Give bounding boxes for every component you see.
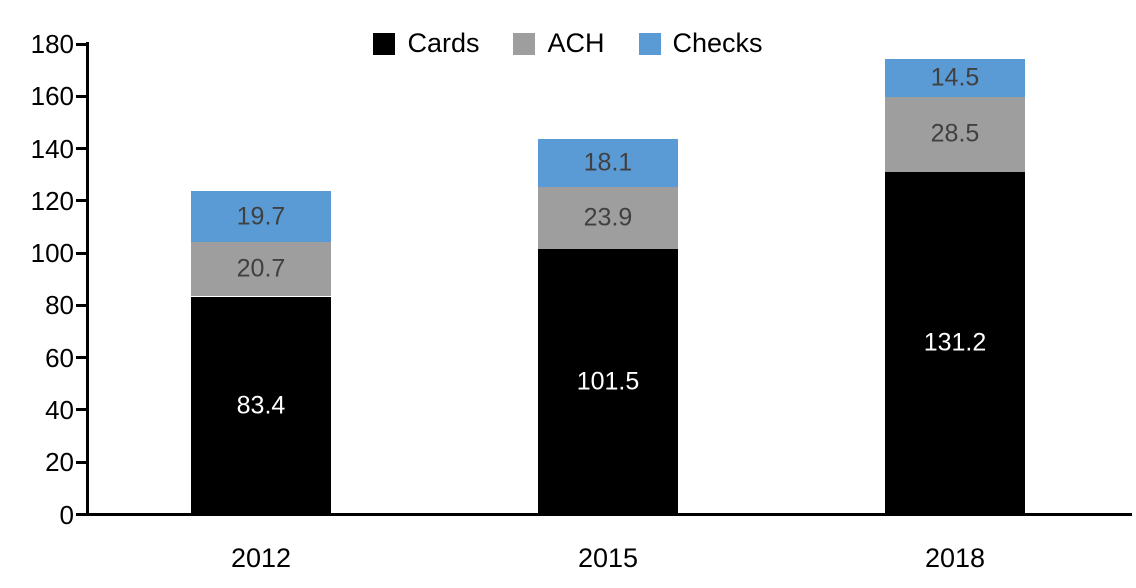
segment-value-label: 23.9	[583, 203, 633, 232]
y-axis-tick-label: 100	[30, 238, 74, 269]
bar-segment-checks-2018[interactable]	[885, 59, 1025, 98]
y-axis-line	[86, 42, 89, 516]
x-axis-category-label: 2015	[577, 543, 639, 573]
legend-swatch-icon	[373, 32, 396, 55]
legend-label: ACH	[547, 28, 605, 58]
bar-segment-checks-2015[interactable]	[538, 139, 678, 187]
segment-value-label: 20.7	[236, 254, 286, 283]
y-axis-tick-label: 40	[45, 394, 74, 425]
y-axis-tick-label: 160	[30, 81, 74, 112]
y-axis-tick-label: 80	[45, 290, 74, 321]
segment-value-label: 101.5	[576, 367, 640, 396]
y-axis-tick	[76, 513, 86, 516]
y-axis-tick	[76, 408, 86, 412]
chart-legend: Cards ACH Checks	[0, 30, 1136, 57]
bar-segment-ach-2018[interactable]	[885, 97, 1025, 172]
y-axis-tick-label: 20	[45, 447, 74, 478]
y-axis-tick	[76, 199, 86, 203]
legend-label: Cards	[407, 28, 480, 58]
segment-value-label: 14.5	[930, 63, 980, 92]
x-axis-category-label: 2018	[924, 543, 986, 573]
bar-segment-ach-2015[interactable]	[538, 186, 678, 250]
legend-swatch-icon	[513, 32, 536, 55]
y-axis-tick	[76, 147, 86, 151]
legend-item-checks[interactable]: Checks	[638, 28, 763, 58]
legend-item-ach[interactable]: ACH	[513, 28, 605, 58]
bar-segment-cards-2018[interactable]	[885, 171, 1025, 515]
x-axis-line	[86, 513, 1132, 516]
y-axis-tick-label: 120	[30, 185, 74, 216]
y-axis-tick	[76, 356, 86, 360]
legend-swatch-icon	[638, 32, 661, 55]
y-axis-tick	[76, 303, 86, 307]
segment-value-label: 83.4	[236, 391, 286, 419]
y-axis-tick	[76, 460, 86, 464]
bar-segment-cards-2012[interactable]	[191, 296, 331, 515]
legend-item-cards[interactable]: Cards	[373, 30, 479, 57]
x-axis-category-label: 2012	[230, 543, 292, 573]
bar-segment-cards-2015[interactable]	[538, 249, 678, 515]
y-axis-tick-label: 140	[30, 133, 74, 164]
segment-value-label: 131.2	[923, 328, 987, 357]
y-axis-tick	[76, 251, 86, 255]
y-axis-tick-label: 180	[30, 29, 74, 59]
y-axis-tick	[76, 42, 86, 46]
y-axis-tick-label: 0	[59, 499, 74, 530]
segment-value-label: 18.1	[583, 148, 633, 177]
segment-value-label: 19.7	[236, 202, 286, 231]
segment-value-label: 28.5	[930, 119, 980, 148]
bar-segment-ach-2012[interactable]	[191, 242, 331, 297]
y-axis-tick-label: 60	[45, 342, 74, 373]
y-axis-tick	[76, 94, 86, 98]
bar-segment-checks-2012[interactable]	[191, 190, 331, 243]
legend-label: Checks	[672, 28, 763, 58]
